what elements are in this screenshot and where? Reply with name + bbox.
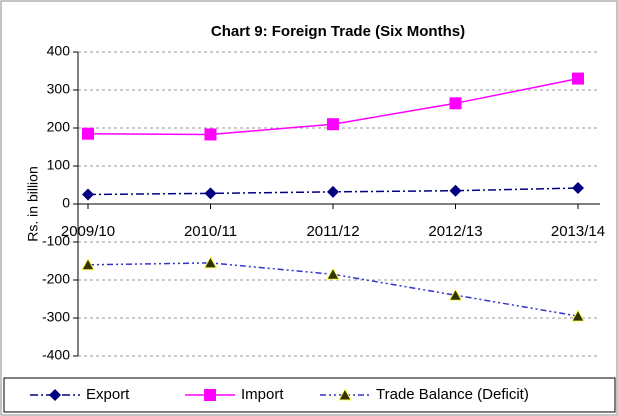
x-tick-label: 2009/10 bbox=[61, 223, 115, 240]
marker bbox=[571, 309, 585, 322]
y-tick-label: -300 bbox=[42, 309, 70, 325]
marker bbox=[327, 118, 339, 131]
x-tick-label: 2011/12 bbox=[306, 223, 359, 240]
legend-label: Import bbox=[241, 386, 284, 403]
legend-box bbox=[3, 377, 616, 413]
marker bbox=[449, 97, 462, 110]
y-tick-label: -100 bbox=[42, 233, 70, 249]
marker bbox=[81, 257, 95, 271]
marker bbox=[327, 185, 339, 198]
legend-label: Trade Balance (Deficit) bbox=[376, 386, 529, 403]
marker bbox=[572, 182, 584, 195]
marker bbox=[572, 72, 584, 85]
marker bbox=[204, 187, 217, 200]
y-tick-label: 300 bbox=[47, 81, 71, 97]
y-tick-label: 100 bbox=[47, 157, 71, 173]
legend-label: Export bbox=[86, 386, 130, 403]
y-tick-label: -400 bbox=[42, 347, 70, 363]
marker bbox=[82, 127, 94, 140]
x-tick-label: 2012/13 bbox=[428, 223, 482, 240]
y-tick-label: -200 bbox=[42, 271, 70, 287]
marker bbox=[448, 288, 463, 301]
marker bbox=[203, 255, 218, 269]
x-tick-label: 2010/11 bbox=[184, 223, 237, 240]
x-tick-label: 2013/14 bbox=[551, 223, 605, 240]
marker bbox=[82, 188, 94, 201]
marker bbox=[204, 128, 217, 141]
chart-title: Chart 9: Foreign Trade (Six Months) bbox=[211, 23, 465, 40]
y-tick-label: 400 bbox=[47, 43, 71, 59]
marker bbox=[204, 389, 216, 401]
marker bbox=[49, 389, 61, 401]
marker bbox=[338, 387, 352, 401]
y-axis-label: Rs. in billion bbox=[25, 166, 41, 241]
marker bbox=[449, 184, 462, 197]
marker bbox=[326, 267, 340, 280]
y-tick-label: 0 bbox=[62, 195, 70, 211]
series-line bbox=[87, 262, 579, 317]
y-tick-label: 200 bbox=[47, 119, 71, 135]
